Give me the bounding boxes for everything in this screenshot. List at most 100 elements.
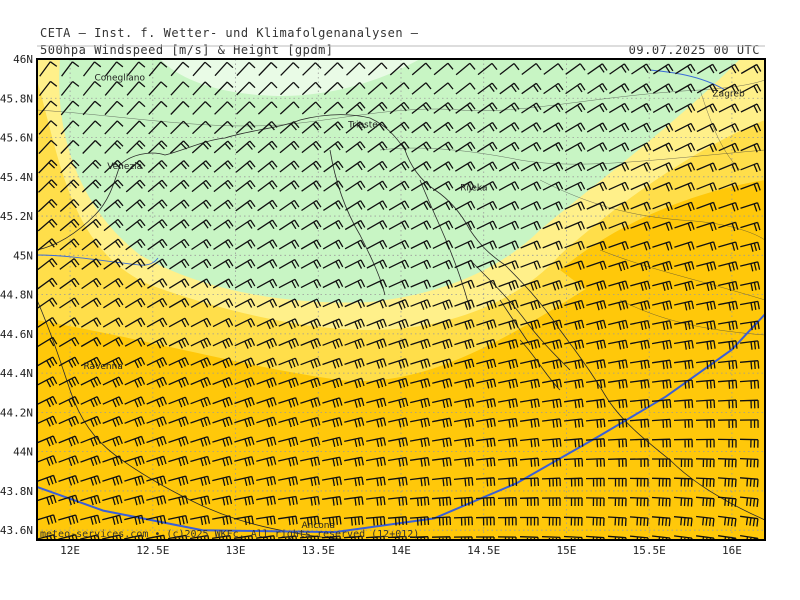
wind-barb [431, 536, 451, 540]
wind-barb [300, 357, 321, 369]
wind-barb [629, 359, 650, 370]
wind-barb [299, 495, 320, 506]
lon-tick-label: 14E [391, 544, 411, 557]
wind-barb [365, 535, 385, 540]
wind-barb [124, 475, 145, 486]
wind-barb [147, 238, 168, 251]
wind-barb [169, 238, 190, 251]
wind-barb [740, 103, 762, 113]
wind-barb [366, 279, 388, 289]
wind-barb [564, 359, 585, 370]
wind-barb [476, 378, 497, 389]
wind-barb [629, 458, 649, 468]
wind-barb [630, 142, 652, 152]
wind-barb [37, 257, 58, 271]
wind-barb [322, 417, 343, 428]
wind-barb [301, 160, 322, 173]
wind-barb [542, 378, 562, 389]
wind-barb [607, 535, 627, 540]
wind-barb [563, 457, 584, 467]
wind-barb [388, 279, 410, 289]
wind-barb [233, 515, 254, 526]
wind-barb [214, 61, 234, 77]
wind-barb [453, 516, 473, 526]
city-label: Ancona [301, 521, 335, 531]
plot-area: Conegliano Trieste Venezia Rijeka Zagreb Rave… [37, 59, 765, 540]
wind-barb [411, 141, 432, 153]
wind-barb [234, 298, 256, 308]
wind-barb [299, 535, 320, 540]
wind-barb [37, 317, 58, 328]
wind-barb [322, 456, 343, 467]
wind-barb [564, 299, 585, 311]
wind-barb [191, 160, 212, 173]
wind-barb [586, 280, 607, 291]
wind-barb [345, 180, 366, 192]
wind-barb [168, 416, 189, 428]
wind-barb [498, 240, 519, 250]
wind-barb [103, 238, 124, 251]
wind-barb [586, 220, 607, 231]
wind-barb [37, 238, 58, 251]
wind-barb [718, 359, 738, 370]
wind-barb [652, 535, 671, 540]
wind-barb [564, 240, 585, 251]
wind-barb [366, 496, 386, 506]
wind-barb [739, 399, 759, 409]
wind-barb [432, 318, 453, 330]
wind-barb [168, 317, 190, 328]
wind-barb [564, 280, 585, 291]
wind-barb [300, 239, 322, 250]
wind-barb [366, 397, 387, 408]
wind-barb [542, 319, 563, 330]
wind-barb [81, 199, 102, 212]
wind-barb [586, 102, 608, 114]
wind-barb [323, 81, 344, 96]
wind-barb [651, 339, 672, 350]
wind-barb [454, 180, 476, 192]
wind-barb [191, 258, 212, 270]
wind-barb [717, 419, 737, 429]
wind-barb [608, 339, 629, 350]
wind-barb [585, 497, 605, 507]
wind-barb [58, 494, 79, 506]
wind-barb [564, 319, 585, 330]
wind-barb [38, 159, 58, 174]
wind-barb [476, 319, 497, 330]
wind-barb [432, 180, 454, 192]
wind-barb [212, 416, 233, 428]
wind-barb [586, 201, 608, 211]
wind-barb [58, 336, 80, 348]
wind-barb [652, 122, 674, 133]
wind-barb [324, 62, 344, 76]
wind-barb [497, 457, 518, 467]
wind-barb [38, 179, 58, 193]
wind-barb [146, 475, 167, 486]
wind-barb [234, 475, 255, 486]
lon-tick-label: 15.5E [633, 544, 666, 557]
wind-barb [387, 535, 407, 540]
wind-barb [433, 62, 454, 76]
wind-barb [476, 437, 496, 448]
wind-barb [81, 277, 102, 290]
wind-barb [476, 240, 498, 250]
band-lightest [160, 59, 420, 96]
wind-barb [59, 199, 80, 212]
wind-barb [39, 61, 58, 77]
lat-tick-label: 45.4N [0, 171, 33, 184]
wind-barb [235, 121, 256, 134]
wind-barb [674, 359, 694, 370]
wind-barb [343, 476, 364, 487]
wind-barb [277, 495, 298, 506]
wind-barb [520, 299, 541, 311]
wind-barb [103, 179, 124, 193]
wind-barb [432, 417, 453, 428]
wind-barb [653, 63, 674, 75]
wind-barb [718, 221, 739, 232]
wind-barb [630, 221, 651, 231]
lat-tick-label: 44N [13, 446, 33, 459]
wind-barb [60, 179, 80, 193]
wind-barb [170, 120, 190, 135]
wind-barb [476, 358, 497, 369]
wind-barb [432, 200, 454, 211]
